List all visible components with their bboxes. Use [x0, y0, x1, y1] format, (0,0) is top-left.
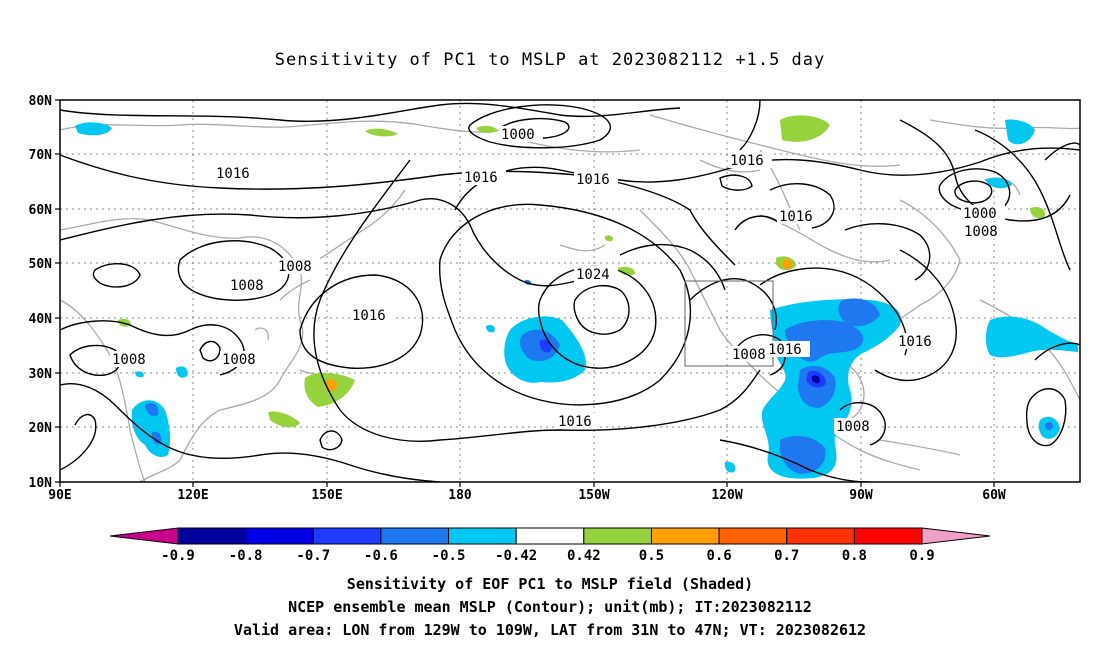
contour-label: 1016	[896, 333, 940, 350]
caption-valid-area: Valid area: LON from 129W to 109W, LAT f…	[233, 621, 867, 639]
lat-label: 30N	[29, 367, 53, 382]
svg-text:1008: 1008	[836, 419, 870, 435]
svg-text:1008: 1008	[112, 352, 146, 368]
lat-label: 10N	[29, 476, 53, 491]
contour-label: 1008	[276, 258, 320, 275]
contour-label: 1016	[766, 341, 810, 358]
lon-labels: 90E 120E 150E 180 150W 120W 90W 60W	[48, 488, 1006, 503]
svg-text:1016: 1016	[352, 308, 386, 324]
colorbar: -0.9 -0.8 -0.7 -0.6 -0.5 -0.42 0.42 0.5 0.6 0.7 0.…	[109, 527, 991, 564]
colorbar-segment	[583, 527, 652, 545]
colorbar-segment	[312, 527, 382, 545]
lon-label: 90W	[849, 488, 873, 503]
map-border	[59, 99, 1081, 483]
valid-area-box	[684, 280, 774, 367]
svg-text:1008: 1008	[230, 278, 264, 294]
contour-label: 1016	[728, 152, 772, 169]
lat-label: 80N	[29, 94, 53, 109]
lat-label: 20N	[29, 421, 53, 436]
colorbar-label: 0.42	[567, 548, 601, 564]
contour-label: 1008	[834, 418, 878, 435]
contour-label: 1016	[556, 413, 600, 430]
lon-label: 150E	[311, 488, 342, 503]
contour-label: 1008	[220, 351, 264, 368]
lon-label: 120W	[711, 488, 742, 503]
contour-label: 1024	[574, 266, 618, 283]
colorbar-label: -0.8	[229, 548, 263, 564]
colorbar-segment	[515, 527, 585, 545]
colorbar-segment	[718, 527, 788, 545]
contour-label: 1016	[350, 307, 394, 324]
svg-text:1016: 1016	[216, 166, 250, 182]
contour-label: 1016	[777, 208, 821, 225]
svg-text:1016: 1016	[464, 170, 498, 186]
colorbar-label: -0.9	[161, 548, 195, 564]
colorbar-label: -0.7	[296, 548, 330, 564]
colorbar-label: 0.6	[706, 548, 731, 564]
colorbar-label: 0.9	[909, 548, 934, 564]
colorbar-label: -0.42	[495, 548, 537, 564]
lat-label: 40N	[29, 312, 53, 327]
svg-text:1016: 1016	[576, 172, 610, 188]
svg-text:1016: 1016	[730, 153, 764, 169]
svg-text:1024: 1024	[576, 267, 610, 283]
colorbar-segment	[650, 527, 720, 545]
colorbar-end-high	[921, 527, 991, 545]
contour-label: 1008	[110, 351, 154, 368]
colorbar-segment	[380, 527, 450, 545]
colorbar-segment	[786, 527, 855, 545]
svg-text:1016: 1016	[779, 209, 813, 225]
svg-text:1008: 1008	[222, 352, 256, 368]
colorbar-label: 0.8	[842, 548, 867, 564]
svg-text:1016: 1016	[898, 334, 932, 350]
lon-label: 90E	[48, 488, 71, 503]
colorbar-label: 0.7	[774, 548, 799, 564]
svg-text:1008: 1008	[732, 347, 766, 363]
svg-text:1008: 1008	[278, 259, 312, 275]
svg-text:1016: 1016	[768, 342, 802, 358]
caption-contour: NCEP ensemble mean MSLP (Contour); unit(…	[288, 598, 812, 616]
lat-labels: 80N 70N 60N 50N 40N 30N 20N 10N	[29, 94, 53, 491]
page-title: Sensitivity of PC1 to MSLP at 2023082112…	[274, 50, 826, 70]
caption-shading: Sensitivity of EOF PC1 to MSLP field (Sh…	[346, 575, 754, 593]
colorbar-label: -0.6	[364, 548, 398, 564]
colorbar-segment	[853, 527, 923, 545]
colorbar-segment	[448, 527, 517, 545]
colorbar-label: 0.5	[639, 548, 664, 564]
svg-text:1000: 1000	[963, 206, 997, 222]
contour-label: 1016	[574, 171, 618, 188]
axis-ticks	[55, 99, 995, 487]
lon-label: 180	[448, 488, 472, 503]
contour-label: 1000	[499, 126, 543, 143]
colorbar-segment	[177, 527, 247, 545]
lon-label: 60W	[982, 488, 1006, 503]
contour-label: 1008	[730, 346, 766, 363]
contour-label: 1008	[962, 223, 1006, 240]
contour-label: 1016	[214, 165, 258, 182]
lon-label: 120E	[177, 488, 208, 503]
lat-label: 70N	[29, 148, 53, 163]
colorbar-label: -0.5	[432, 548, 466, 564]
contour-label: 1008	[228, 277, 272, 294]
lat-label: 50N	[29, 257, 53, 272]
contour-labels: 1016 1016 1016 1016 1016 1016 1016 1016 …	[110, 126, 1006, 435]
lon-label: 150W	[578, 488, 609, 503]
contour-label: 1000	[961, 205, 1005, 222]
svg-text:1000: 1000	[501, 127, 535, 143]
contour-label: 1016	[462, 169, 506, 186]
colorbar-segment	[245, 527, 314, 545]
svg-text:1016: 1016	[558, 414, 592, 430]
colorbar-end-low	[109, 527, 179, 545]
lat-label: 60N	[29, 203, 53, 218]
svg-text:1008: 1008	[964, 224, 998, 240]
